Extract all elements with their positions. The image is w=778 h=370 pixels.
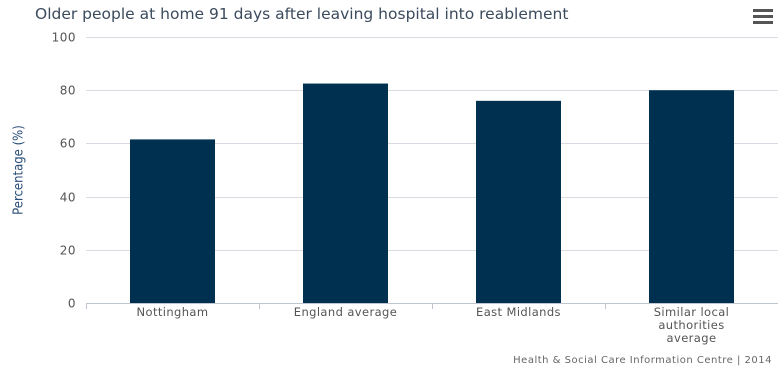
bar xyxy=(476,100,561,303)
bars xyxy=(130,83,734,303)
hamburger-menu-icon[interactable] xyxy=(753,9,773,25)
y-tick-label: 20 xyxy=(60,244,76,258)
x-tick-label: East Midlands xyxy=(476,305,561,319)
y-tick-label: 0 xyxy=(68,297,76,311)
y-axis-ticks: 0 20 40 60 80 100 xyxy=(52,31,76,311)
chart-title: Older people at home 91 days after leavi… xyxy=(35,5,569,23)
x-tick-label: average xyxy=(667,331,717,345)
y-tick-label: 100 xyxy=(52,31,76,45)
menu-line xyxy=(753,9,773,12)
x-tick-label: Similar local xyxy=(654,305,730,319)
y-tick-label: 60 xyxy=(60,137,76,151)
menu-line xyxy=(753,15,773,18)
bar xyxy=(303,83,388,303)
bar xyxy=(130,139,215,303)
y-tick-label: 80 xyxy=(60,84,76,98)
credit-text[interactable]: Health & Social Care Information Centre … xyxy=(513,355,772,366)
x-tick-label: England average xyxy=(294,305,397,319)
menu-line xyxy=(753,21,773,24)
y-tick-label: 40 xyxy=(60,191,76,205)
bar xyxy=(649,90,734,303)
x-tick-label: Nottingham xyxy=(137,305,209,319)
x-tick-label: authorities xyxy=(658,318,724,332)
x-axis-ticks: Nottingham England average East Midlands Si… xyxy=(86,303,730,345)
